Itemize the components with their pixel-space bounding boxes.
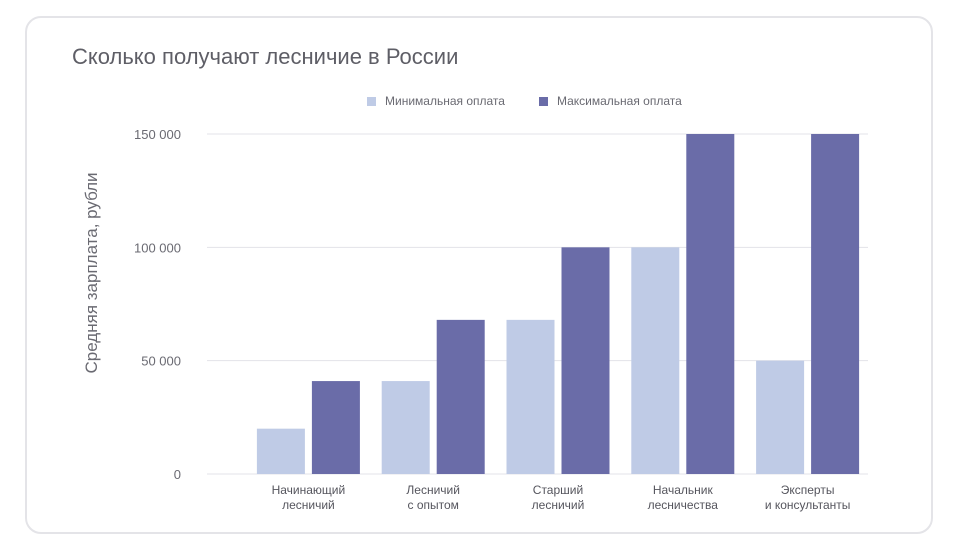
bar-max-4 <box>811 134 860 474</box>
x-tick-label-2-1: лесничий <box>532 498 585 512</box>
y-tick-label-0: 0 <box>174 467 181 482</box>
legend-swatch-max <box>538 96 548 106</box>
bar-min-0 <box>256 428 305 474</box>
x-tick-label-0-1: лесничий <box>282 498 335 512</box>
legend-swatch-min <box>367 96 376 106</box>
chart-title: Сколько получают лесничие в России <box>72 44 459 69</box>
x-tick-label-3-1: лесничества <box>648 498 719 512</box>
x-tick-label-4-1: и консультанты <box>765 498 851 512</box>
legend-label-min: Минимальная оплата <box>385 94 505 108</box>
x-tick-label-4-0: Эксперты <box>781 483 835 497</box>
bar-min-1 <box>381 381 430 474</box>
legend-item-max: Максимальная оплата <box>538 94 682 108</box>
bar-max-1 <box>436 319 485 474</box>
x-tick-label-1-1: с опытом <box>407 498 458 512</box>
x-tick-label-2-0: Старший <box>533 483 583 497</box>
y-tick-label-1: 50 000 <box>141 354 181 369</box>
legend-item-min: Минимальная оплата <box>367 94 505 108</box>
chart-legend: Минимальная оплата Максимальная оплата <box>367 94 682 108</box>
bar-min-3 <box>631 247 680 474</box>
bar-min-2 <box>506 319 555 474</box>
bar-max-2 <box>561 247 610 474</box>
x-tick-label-1-0: Лесничий <box>406 483 460 497</box>
legend-label-max: Максимальная оплата <box>556 94 682 108</box>
y-tick-label-3: 150 000 <box>134 127 181 142</box>
x-tick-label-3-0: Начальник <box>653 483 714 497</box>
bar-max-0 <box>311 381 360 474</box>
x-tick-label-0-0: Начинающий <box>272 483 346 497</box>
bar-min-4 <box>756 360 805 474</box>
bar-max-3 <box>686 134 735 474</box>
y-tick-label-2: 100 000 <box>134 240 181 255</box>
